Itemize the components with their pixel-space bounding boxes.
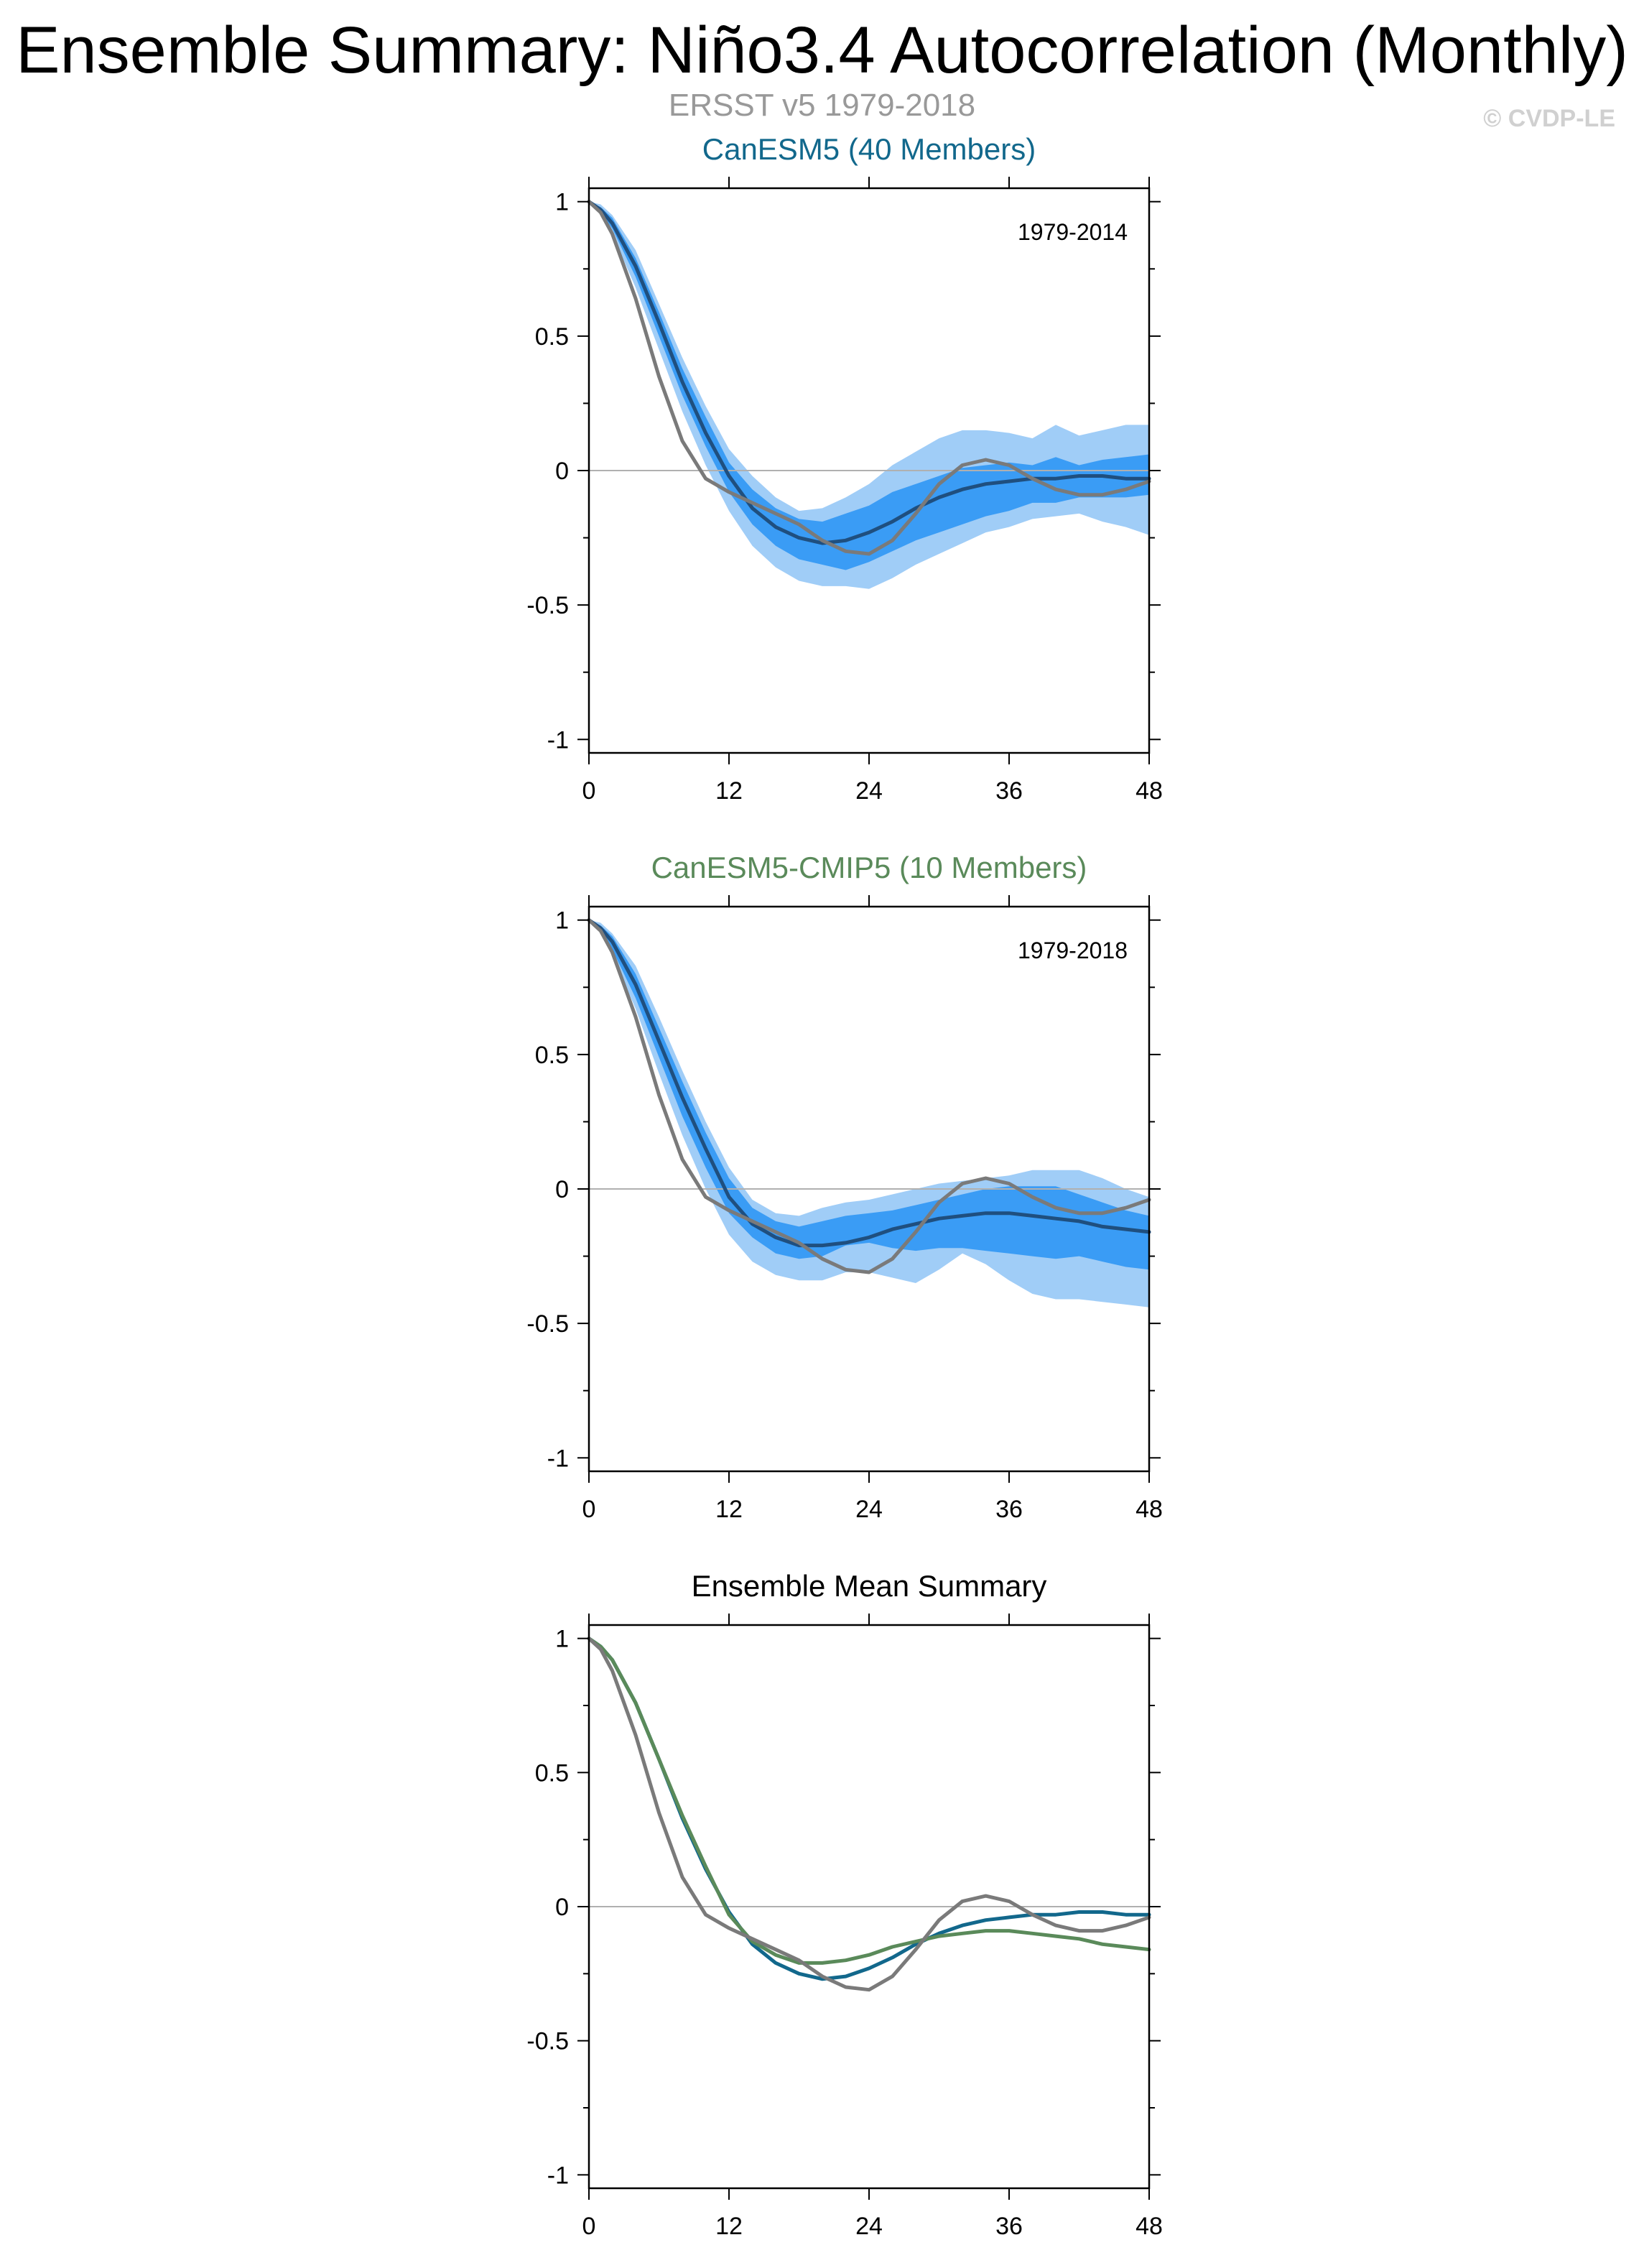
- period-label: 1979-2018: [1018, 938, 1128, 963]
- y-tick-label: -1: [547, 1445, 569, 1472]
- x-tick-label: 12: [715, 2213, 743, 2240]
- figure-subtitle: ERSST v5 1979-2018: [668, 88, 976, 123]
- x-tick-label: 12: [715, 1496, 743, 1523]
- x-tick-label: 0: [582, 777, 596, 805]
- x-tick-label: 48: [1136, 777, 1163, 805]
- x-tick-label: 24: [855, 777, 883, 805]
- x-tick-label: 36: [995, 1496, 1023, 1523]
- x-tick-label: 36: [995, 777, 1023, 805]
- series-line-ensemble-mean: [587, 918, 1151, 1248]
- y-tick-label: -0.5: [526, 592, 569, 619]
- series-line-ersst-v5: [587, 1637, 1151, 1992]
- x-tick-label: 0: [582, 1496, 596, 1523]
- y-tick-label: 0.5: [535, 1759, 569, 1787]
- x-tick-label: 48: [1136, 2213, 1163, 2240]
- spread-band-inner: [589, 920, 1149, 1270]
- y-tick-label: -0.5: [526, 2028, 569, 2055]
- chart-panel-3: Ensemble Mean Summary 1 0.5 0 -0.5 -1 0 12 24 36 4…: [526, 1569, 1163, 2240]
- series-line-ersst-v5: [587, 200, 1151, 556]
- y-tick-label: 1: [555, 189, 569, 216]
- period-label: 1979-2014: [1018, 219, 1128, 245]
- panel-title: Ensemble Mean Summary: [692, 1569, 1047, 1603]
- y-tick-label: 0: [555, 1176, 569, 1203]
- series-line-ensemble-mean: [587, 200, 1151, 545]
- y-tick-label: -1: [547, 2162, 569, 2189]
- x-tick-label: 24: [855, 2213, 883, 2240]
- x-tick-label: 36: [995, 2213, 1023, 2240]
- y-tick-label: 0.5: [535, 323, 569, 351]
- figure-title: Ensemble Summary: Niño3.4 Autocorrelatio…: [16, 14, 1628, 87]
- y-tick-label: 1: [555, 907, 569, 935]
- y-tick-label: -1: [547, 726, 569, 754]
- x-tick-label: 24: [855, 1496, 883, 1523]
- y-tick-label: -0.5: [526, 1310, 569, 1338]
- chart-panel-2: CanESM5-CMIP5 (10 Members) 1 0.5 0 -0.5 -1 0 12…: [526, 851, 1163, 1523]
- chart-panel-1: CanESM5 (40 Members) 1 0.5 0 -0.5 -1 0 12 24 36 48…: [526, 132, 1163, 805]
- x-tick-label: 12: [715, 777, 743, 805]
- copyright-watermark: © CVDP-LE: [1483, 105, 1615, 132]
- y-tick-label: 0: [555, 1894, 569, 1921]
- x-tick-label: 48: [1136, 1496, 1163, 1523]
- series-line-canesm5-cmip5: [587, 1637, 1151, 1965]
- panel-title: CanESM5 (40 Members): [702, 132, 1036, 166]
- y-tick-label: 0.5: [535, 1042, 569, 1069]
- series-line-ersst-v5: [587, 918, 1151, 1274]
- panel-title: CanESM5-CMIP5 (10 Members): [651, 851, 1087, 884]
- x-tick-label: 0: [582, 2213, 596, 2240]
- y-tick-label: 0: [555, 458, 569, 485]
- y-tick-label: 1: [555, 1626, 569, 1653]
